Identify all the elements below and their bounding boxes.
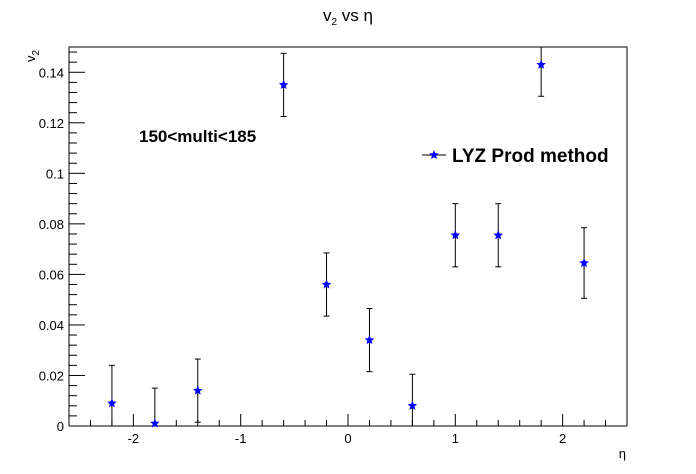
y-axis-title: v2 [23, 50, 42, 63]
legend: LYZ Prod method [422, 146, 609, 167]
y-tick-label: 0.08 [39, 217, 64, 232]
y-tick-label: 0.02 [39, 368, 64, 383]
x-tick-label: -1 [235, 431, 247, 446]
data-point [450, 203, 461, 268]
chart-title: v2 vs η [323, 6, 373, 28]
star-marker [321, 279, 332, 289]
data-point [150, 387, 160, 428]
y-tick-label: 0.1 [46, 166, 64, 181]
data-point [536, 47, 546, 97]
plot-border [68, 46, 628, 427]
star-marker [364, 335, 375, 345]
star-marker [150, 418, 160, 428]
data-point [107, 364, 117, 426]
y-tick-label: 0.12 [39, 116, 64, 131]
star-marker [450, 230, 461, 240]
y-tick-label: 0.14 [39, 65, 64, 80]
plot-frame [68, 46, 628, 427]
y-tick-label: 0 [57, 419, 64, 434]
star-marker [579, 258, 589, 268]
x-tick-label: -2 [128, 431, 140, 446]
star-marker [493, 230, 503, 240]
data-point [407, 373, 418, 426]
data-point [364, 308, 375, 373]
legend-star-icon [429, 150, 439, 160]
y-axis: 0 0.02 0.04 0.06 0.08 0.1 0.12 0.14 [39, 51, 85, 434]
data-series [107, 47, 589, 428]
star-marker [407, 400, 418, 410]
star-marker [193, 385, 203, 395]
y-tick-label: 0.06 [39, 267, 64, 282]
x-axis: -2 -1 0 1 2 [68, 414, 628, 446]
data-point [321, 252, 332, 317]
legend-label: LYZ Prod method [452, 146, 609, 167]
data-point [579, 227, 589, 299]
data-point [493, 203, 503, 268]
data-point [193, 358, 203, 423]
x-tick-label: 2 [559, 431, 566, 446]
data-point [278, 52, 289, 117]
y-tick-label: 0.04 [39, 318, 64, 333]
x-tick-label: 0 [344, 431, 351, 446]
x-axis-title: η [619, 446, 626, 461]
star-marker [107, 398, 117, 408]
star-marker [278, 79, 289, 89]
x-tick-label: 1 [452, 431, 459, 446]
star-marker [536, 59, 546, 69]
multiplicity-annotation: 150<multi<185 [139, 127, 256, 146]
